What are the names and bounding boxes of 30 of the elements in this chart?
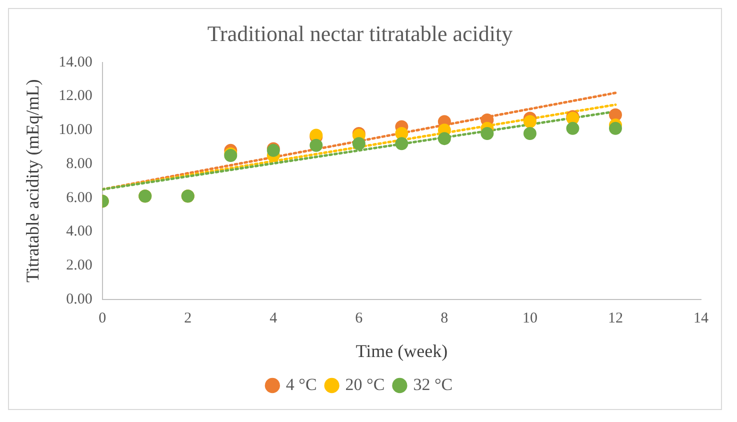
y-tick-label: 14.00	[58, 54, 92, 70]
y-tick-label: 6.00	[66, 190, 92, 206]
y-tick-label: 4.00	[66, 224, 92, 240]
chart-title: Traditional nectar titratable acidity	[207, 20, 513, 46]
point	[480, 127, 494, 140]
point	[566, 122, 580, 135]
x-tick-label: 8	[440, 310, 448, 326]
x-tick-label: 10	[522, 310, 538, 326]
x-tick-label: 6	[355, 310, 364, 326]
point	[438, 132, 451, 146]
y-tick-label: 8.00	[66, 156, 92, 172]
y-axis-title: Titratable acidity (mEq/mL)	[22, 79, 43, 283]
x-tick-label: 4	[270, 310, 278, 326]
legend-label: 20 °C	[345, 374, 385, 394]
y-tick-label: 0.00	[66, 291, 92, 308]
x-axis-title: Time (week)	[356, 340, 448, 361]
y-tick-label: 12.00	[58, 88, 92, 104]
x-tick-label: 12	[608, 310, 623, 326]
point	[310, 138, 323, 152]
legend-label: 4 °C	[286, 374, 317, 394]
y-tick-label: 2.00	[66, 257, 92, 274]
point	[352, 137, 366, 150]
point	[608, 122, 622, 135]
x-tick-label: 14	[694, 310, 709, 326]
x-tick-label: 2	[184, 310, 192, 326]
point	[395, 137, 408, 150]
point	[523, 115, 536, 128]
point	[523, 127, 536, 140]
y-tick-label: 10.00	[58, 122, 92, 138]
x-tick-label: 0	[98, 310, 106, 326]
